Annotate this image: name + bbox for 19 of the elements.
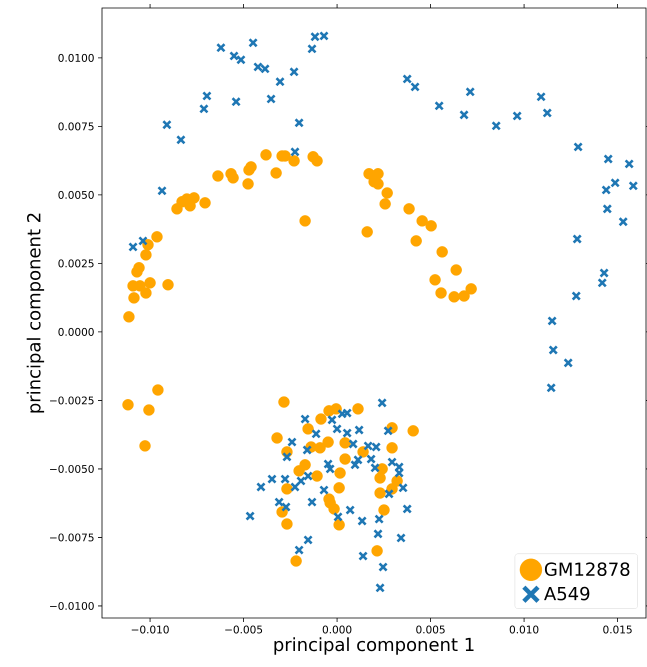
x-tick-label: 0.015 [603,626,632,634]
y-tick-label: 0.0025 [58,259,94,268]
x-axis-title: principal component 1 [274,637,474,655]
x-tick-label: −0.010 [132,626,169,634]
x-tick-label: −0.005 [225,626,262,634]
y-tick-label: −0.0100 [50,602,94,610]
x-tick-label: 0.010 [510,626,538,634]
y-tick-label: 0.0050 [58,190,94,199]
x-tick-label: 0.005 [416,626,445,634]
y-tick-label: 0.0075 [58,122,94,130]
y-tick-label: −0.0025 [50,396,94,404]
y-tick-label: −0.0050 [50,464,94,473]
y-tick-label: 0.0100 [58,54,94,62]
x-tick-label: 0.000 [322,626,352,634]
y-tick-label: −0.0075 [50,533,94,542]
legend-label: GM12878 [544,562,630,576]
legend-label: A549 [544,586,590,600]
y-tick-label: 0.0000 [58,328,94,336]
y-axis-title: principal component 2 [26,214,44,413]
